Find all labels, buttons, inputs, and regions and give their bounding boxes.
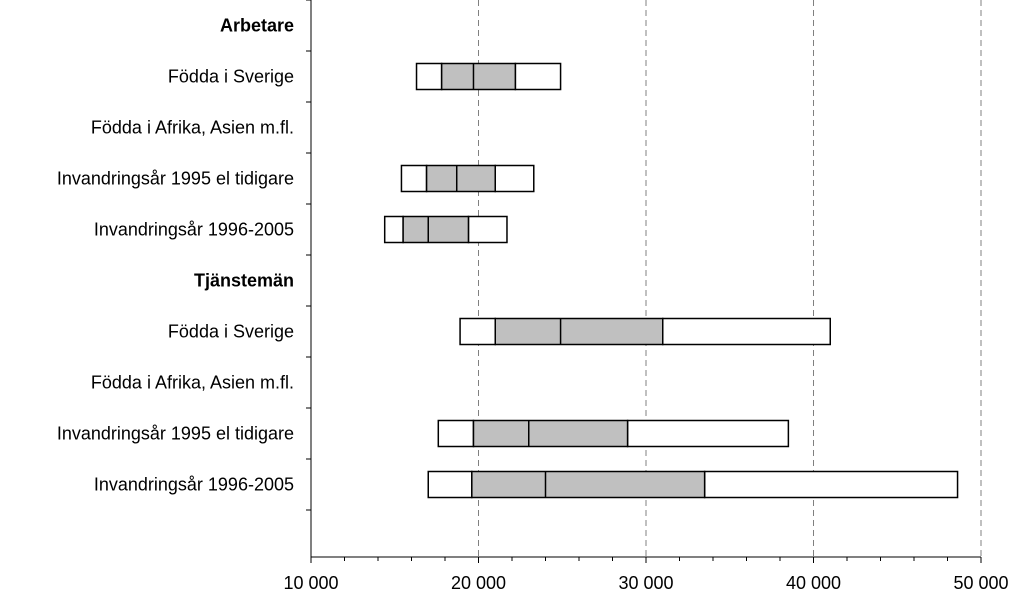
x-tick-label: 20 000	[451, 573, 506, 593]
grid-lines	[478, 0, 982, 557]
box-iqr	[425, 164, 497, 193]
box-lower-whisker	[459, 317, 497, 346]
group-header: Arbetare	[220, 16, 294, 36]
category-label: Födda i Afrika, Asien m.fl.	[91, 373, 294, 393]
axes	[306, 0, 982, 563]
box-iqr	[402, 215, 470, 244]
box-iqr	[494, 317, 664, 346]
category-label: Invandringsår 1995 el tidigare	[57, 424, 294, 444]
category-label: Invandringsår 1996-2005	[94, 220, 294, 240]
box-iqr	[472, 419, 629, 448]
box-lower-whisker	[427, 470, 473, 499]
category-labels: Arbetare Födda i Sverige Födda i Afrika, A…	[57, 16, 294, 495]
category-label: Födda i Afrika, Asien m.fl.	[91, 118, 294, 138]
x-tick-label: 30 000	[618, 573, 673, 593]
group-header: Tjänstemän	[194, 271, 294, 291]
box-lower-whisker	[415, 62, 443, 91]
boxes	[383, 62, 959, 499]
box-lower-whisker	[383, 215, 404, 244]
x-tick-label: 10 000	[283, 573, 338, 593]
x-tick-labels: 10 000 20 000 30 000 40 000 50 000	[283, 573, 1008, 593]
box-upper-whisker	[626, 419, 790, 448]
box-iqr	[471, 470, 706, 499]
category-label: Födda i Sverige	[168, 67, 294, 87]
category-label: Födda i Sverige	[168, 322, 294, 342]
x-tick-label: 40 000	[786, 573, 841, 593]
box-lower-whisker	[400, 164, 428, 193]
box-iqr	[440, 62, 517, 91]
box-lower-whisker	[437, 419, 475, 448]
box-upper-whisker	[662, 317, 831, 346]
category-label: Invandringsår 1996-2005	[94, 475, 294, 495]
category-label: Invandringsår 1995 el tidigare	[57, 169, 294, 189]
box-upper-whisker	[494, 164, 535, 193]
box-upper-whisker	[467, 215, 508, 244]
box-upper-whisker	[703, 470, 959, 499]
box-upper-whisker	[514, 62, 562, 91]
x-tick-label: 50 000	[953, 573, 1008, 593]
